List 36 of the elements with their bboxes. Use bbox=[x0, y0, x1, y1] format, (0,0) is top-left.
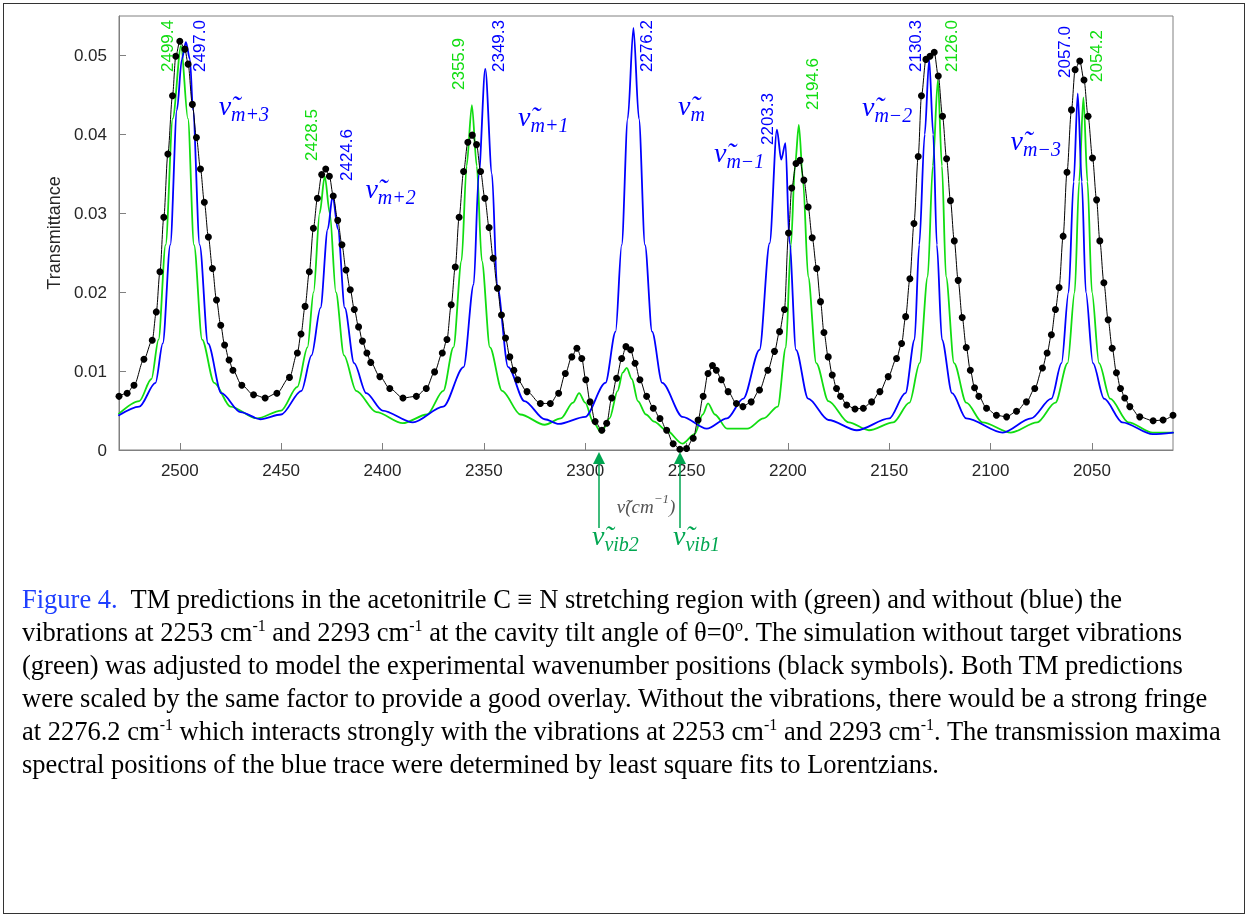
y-tick-label: 0.04 bbox=[73, 124, 107, 144]
y-tick-label: 0 bbox=[97, 440, 107, 460]
y-tick-label: 0.02 bbox=[73, 282, 107, 302]
annotation: 2499.4 bbox=[158, 20, 178, 72]
annotation: ν̃$_{m+3}$ bbox=[218, 89, 270, 127]
x-tick-label: 2500 bbox=[160, 461, 199, 480]
x-tick-label: 2350 bbox=[464, 461, 503, 480]
annotation: 2057.0 bbox=[1054, 26, 1074, 79]
annotation: ν̃$_{m+2}$ bbox=[365, 172, 416, 210]
annotation: ν̃$_{m−2}$ bbox=[861, 91, 913, 128]
annotation: 2497.0 bbox=[189, 20, 209, 72]
y-tick-label: 0.05 bbox=[73, 45, 107, 65]
y-tick-label: 0.03 bbox=[73, 203, 107, 223]
annotation: 2424.6 bbox=[336, 128, 356, 181]
x-tick-label: 2100 bbox=[971, 461, 1010, 480]
text: Figure 4. bbox=[22, 584, 118, 614]
y-axis-title: Transmittance bbox=[44, 176, 65, 290]
annotation: 2126.0 bbox=[941, 20, 961, 72]
annotation: 2054.2 bbox=[1087, 30, 1107, 83]
annotation: 2428.5 bbox=[301, 109, 321, 162]
x-tick-label: 2050 bbox=[1073, 461, 1111, 480]
ref-line-label: ν̃$_{vib2}$ bbox=[591, 519, 639, 557]
y-tick-label: 0.01 bbox=[73, 361, 107, 381]
x-tick-label: 2200 bbox=[768, 461, 807, 480]
x-tick-label: 2150 bbox=[870, 461, 909, 480]
annotation: 2276.2 bbox=[637, 20, 657, 72]
annotation: ν̃$_{m}$ bbox=[677, 89, 705, 127]
annotation: 2355.9 bbox=[448, 38, 468, 91]
annotation: ν̃$_{m−3}$ bbox=[1010, 125, 1061, 162]
annotation: 2194.6 bbox=[802, 57, 822, 110]
annotation: 2130.3 bbox=[906, 20, 926, 72]
annotation: 2349.3 bbox=[489, 20, 509, 72]
annotation: ν̃$_{m+1}$ bbox=[518, 100, 569, 138]
ref-line-label: ν̃$_{vib1}$ bbox=[673, 519, 720, 557]
x-tick-label: 2400 bbox=[363, 461, 402, 480]
x-tick-label: 2450 bbox=[262, 461, 301, 480]
